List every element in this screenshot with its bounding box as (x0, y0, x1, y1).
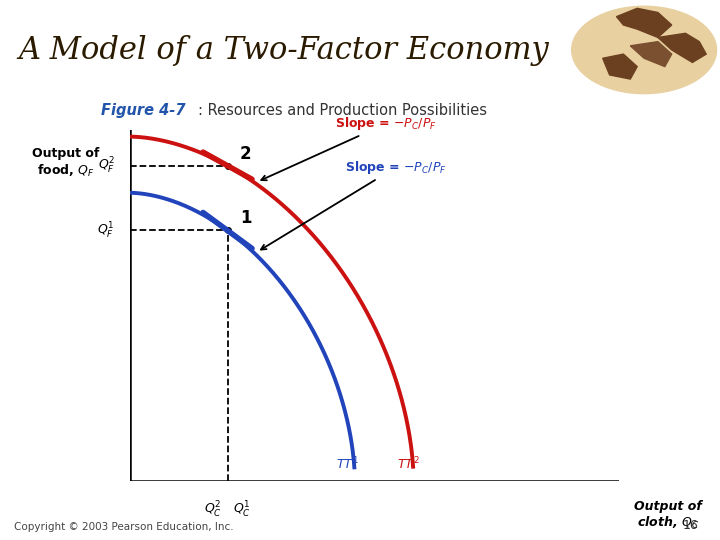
Text: 16: 16 (683, 519, 698, 532)
Text: $Q^1_F$: $Q^1_F$ (97, 220, 115, 240)
Text: Slope = $-P_C/P_F$: Slope = $-P_C/P_F$ (261, 115, 437, 180)
Text: $Q^2_F$: $Q^2_F$ (98, 156, 115, 176)
Polygon shape (658, 33, 706, 63)
Text: Output of
cloth, $Q_C$: Output of cloth, $Q_C$ (634, 500, 702, 531)
Polygon shape (603, 54, 637, 79)
Polygon shape (630, 42, 672, 66)
Text: Copyright © 2003 Pearson Education, Inc.: Copyright © 2003 Pearson Education, Inc. (14, 522, 234, 532)
Text: Figure 4-7: Figure 4-7 (101, 103, 185, 118)
Text: 2: 2 (240, 145, 251, 163)
Text: $TT^1$: $TT^1$ (336, 455, 359, 472)
Text: Output of
food, $Q_F$: Output of food, $Q_F$ (32, 147, 99, 179)
Text: Slope = $-P_C/P_F$: Slope = $-P_C/P_F$ (261, 159, 447, 249)
Text: $Q^1_C$: $Q^1_C$ (233, 500, 251, 520)
Text: : Resources and Production Possibilities: : Resources and Production Possibilities (198, 103, 487, 118)
Text: $Q^2_C$: $Q^2_C$ (204, 500, 222, 520)
Polygon shape (616, 8, 672, 37)
Text: $TT^2$: $TT^2$ (397, 455, 420, 472)
Circle shape (572, 6, 716, 93)
Text: A Model of a Two-Factor Economy: A Model of a Two-Factor Economy (18, 35, 549, 66)
Text: 1: 1 (240, 210, 251, 227)
